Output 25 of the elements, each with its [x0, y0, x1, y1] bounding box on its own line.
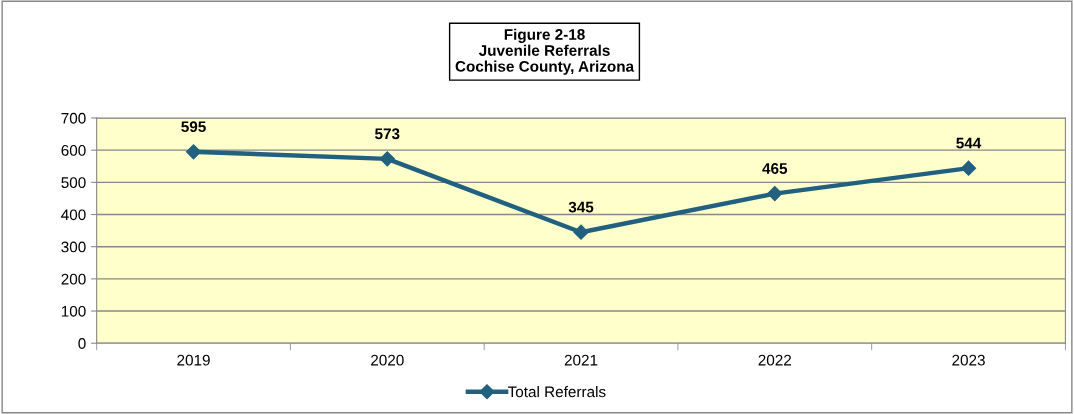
point — [379, 151, 395, 167]
y-tick-label: 100 — [61, 305, 86, 317]
x-tick-label: 2020 — [371, 354, 404, 366]
y-tick-label: 600 — [61, 145, 86, 156]
data-label: 345 — [568, 201, 594, 213]
y-tick-label: 200 — [61, 273, 86, 285]
point — [573, 224, 589, 240]
y-tick-label: 0 — [78, 338, 86, 349]
x-tick-label: 2019 — [177, 354, 210, 366]
data-label: 573 — [375, 128, 400, 140]
x-tick-label: 2022 — [758, 354, 792, 366]
point — [960, 160, 977, 176]
y-tick-label: 400 — [61, 209, 86, 221]
data-label: 544 — [956, 137, 982, 149]
point — [767, 186, 783, 202]
y-tick-label: 700 — [61, 112, 86, 124]
chart-title: Figure 2-18 Juvenile Referrals Cochise County, Arizona — [455, 28, 635, 75]
legend-label: Total Referrals — [507, 386, 606, 398]
y-tick-label: 500 — [61, 177, 86, 189]
y-tick-label: 300 — [61, 241, 86, 253]
data-label: 595 — [181, 121, 206, 133]
x-tick-label: 2021 — [564, 354, 598, 366]
point — [185, 144, 202, 160]
data-label: 465 — [762, 163, 788, 174]
x-tick-label: 2023 — [952, 354, 985, 366]
